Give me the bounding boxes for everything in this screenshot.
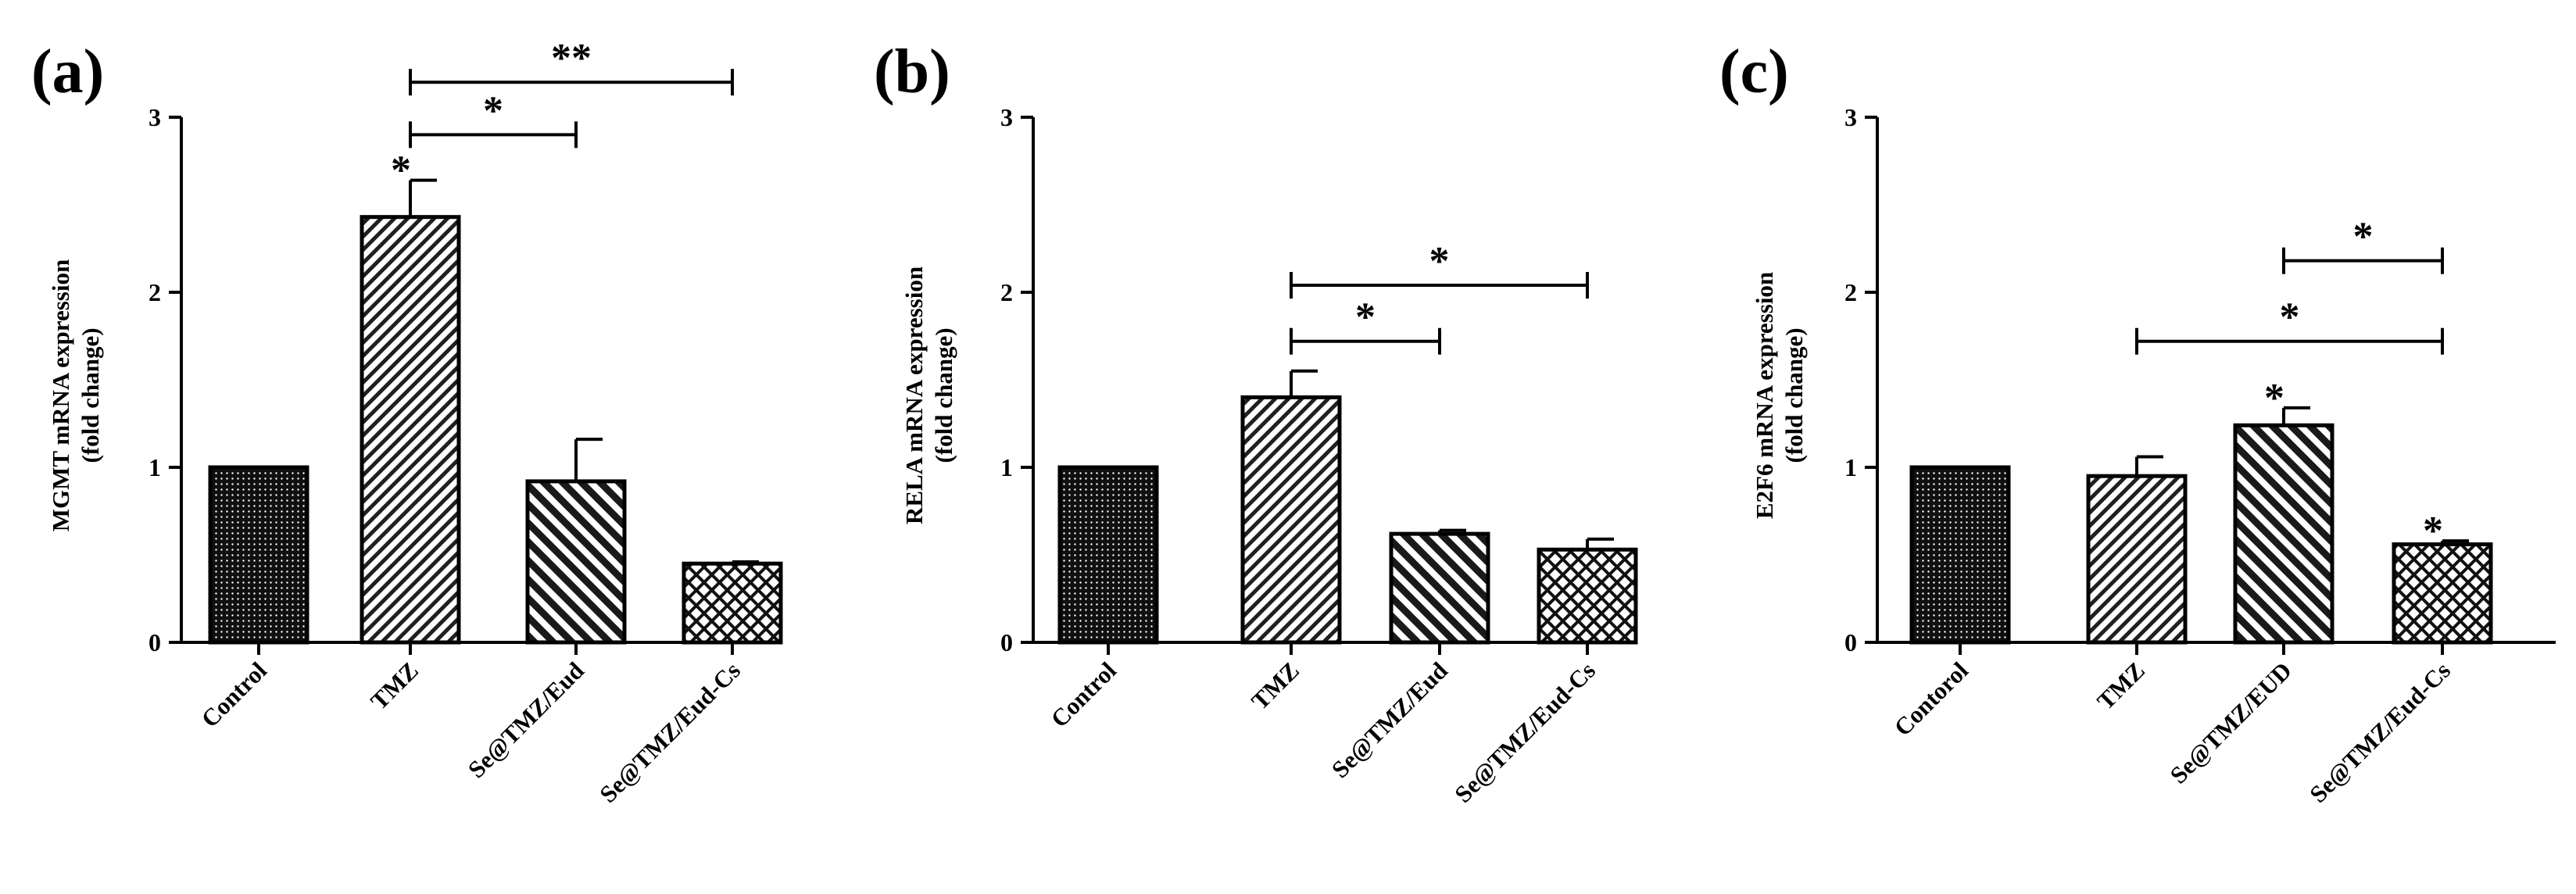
y-tick-label: 1 [148, 453, 161, 481]
bar [1909, 465, 2011, 645]
y-tick-label: 3 [148, 103, 161, 131]
bar [1389, 531, 1490, 645]
y-axis-label: E2F6 mRNA expression(fold change) [1751, 272, 1808, 519]
x-category-label: Se@TMZ/EUD [2165, 656, 2297, 789]
x-category-label: TMZ [365, 656, 424, 715]
x-category-label: Se@TMZ/Eud-Cs [1449, 656, 1601, 808]
panel-label-c: (c) [1719, 38, 1789, 106]
y-tick-label: 0 [1000, 628, 1013, 656]
panel-label-a: (a) [31, 38, 104, 106]
y-axis-label-line: (fold change) [1780, 327, 1808, 463]
y-axis-label-line: (fold change) [930, 327, 957, 463]
x-category-label: Control [1046, 656, 1122, 733]
y-tick-label: 2 [148, 278, 161, 306]
significance-star: * [2423, 509, 2443, 553]
y-tick-label: 3 [1844, 103, 1857, 131]
x-category-label: Se@TMZ/Eud-Cs [2304, 656, 2456, 808]
y-axis-label-line: MGMT mRNA expression [47, 259, 74, 531]
panel-label-b: (b) [874, 38, 950, 106]
bracket-significance-label: * [2353, 215, 2374, 259]
chart-panel-a: 0 1 2 3 MGMT mRNA expression(fold change) Con… [47, 36, 783, 808]
x-category-label: Contorol [1889, 656, 1974, 742]
bracket-significance-label: * [1355, 295, 1376, 340]
x-category-label: Control [196, 656, 273, 733]
y-axis-label-line: (fold change) [77, 327, 104, 463]
bracket-significance-label: * [1429, 239, 1450, 284]
bar [1537, 547, 1638, 645]
bar [1240, 395, 1342, 645]
x-category-label: Se@TMZ/Eud-Cs [594, 656, 746, 808]
bar [525, 479, 627, 645]
bar [682, 561, 783, 645]
bar [360, 215, 461, 645]
bar [2233, 423, 2334, 645]
y-axis-label: MGMT mRNA expression(fold change) [47, 259, 104, 531]
x-category-label: TMZ [1246, 656, 1304, 715]
y-axis-label-line: E2F6 mRNA expression [1751, 272, 1778, 519]
bar [2392, 542, 2493, 645]
y-tick-label: 2 [1844, 278, 1857, 306]
x-category-label: Se@TMZ/Eud [1326, 656, 1453, 783]
y-axis-label-line: RELA mRNA expression [900, 266, 928, 524]
x-category-label: Se@TMZ/Eud [463, 656, 589, 783]
y-tick-label: 0 [1844, 628, 1857, 656]
bracket-significance-label: * [483, 88, 503, 133]
y-tick-label: 0 [148, 628, 161, 656]
bracket-significance-label: * [2280, 295, 2300, 340]
y-tick-label: 2 [1000, 278, 1013, 306]
x-category-label: TMZ [2091, 656, 2150, 715]
y-tick-label: 1 [1844, 453, 1857, 481]
significance-star: * [2264, 376, 2284, 420]
bar [2086, 474, 2188, 645]
significance-star: * [391, 148, 411, 193]
y-tick-label: 3 [1000, 103, 1013, 131]
y-axis-label: RELA mRNA expression(fold change) [900, 266, 957, 524]
chart-panel-b: 0 1 2 3 RELA mRNA expression(fold change) Con… [900, 103, 1638, 808]
bar [208, 465, 309, 645]
chart-panel-c: 0 1 2 3 E2F6 mRNA expression(fold change) Con… [1751, 103, 2556, 808]
y-tick-label: 1 [1000, 453, 1013, 481]
bracket-significance-label: ** [551, 36, 592, 80]
bar [1057, 465, 1159, 645]
